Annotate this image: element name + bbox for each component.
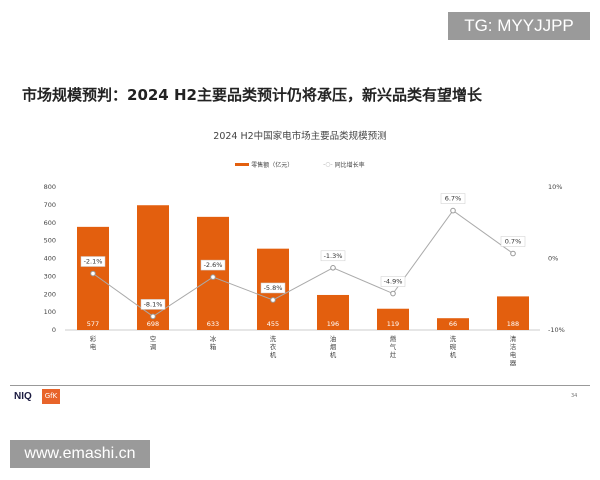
x-tick-label: 洁 (510, 342, 517, 351)
x-tick-label: 电 (510, 350, 517, 359)
x-tick-label: 气 (390, 342, 397, 351)
bar (497, 296, 529, 330)
watermark-top: TG: MYYJJPP (448, 12, 590, 40)
bar (77, 226, 109, 330)
growth-label: -2.6% (204, 261, 223, 269)
niq-logo: NIQ (14, 391, 32, 402)
y2-tick-label: 0% (548, 255, 558, 263)
growth-label-box (320, 250, 346, 262)
slide-title: 市场规模预判：2024 H2主要品类预计仍将承压，新兴品类有望增长 (22, 86, 482, 104)
x-tick-label: 空 (150, 334, 157, 343)
bar-value-label: 577 (87, 320, 99, 328)
x-tick-label: 箱 (210, 342, 217, 351)
growth-label: -8.1% (144, 300, 163, 308)
legend-line-label: 同比增长率 (334, 162, 365, 169)
x-tick-label: 洗 (450, 334, 457, 343)
bar (317, 294, 349, 330)
bar-value-label: 66 (449, 320, 457, 328)
growth-label-box (260, 282, 286, 294)
legend-bar-swatch (235, 163, 250, 166)
y-tick-label: 0 (52, 326, 56, 334)
y-tick-label: 800 (44, 183, 56, 191)
x-tick-label: 冰 (210, 334, 217, 343)
growth-point (90, 270, 96, 277)
bar (377, 308, 409, 330)
growth-label-box (200, 259, 226, 271)
growth-point (210, 274, 216, 280)
growth-label: -4.9% (384, 278, 403, 286)
growth-label-box (500, 236, 526, 247)
bar (197, 216, 229, 330)
growth-line (92, 209, 514, 318)
y-tick-label: 100 (44, 308, 56, 316)
growth-label-box (440, 193, 466, 204)
watermark-bottom: www.emashi.cn (10, 440, 150, 468)
legend-bar-label: 零售额（亿元） (251, 162, 294, 169)
x-tick-label: 烟 (330, 342, 337, 351)
bar-value-label: 698 (147, 320, 159, 328)
x-tick-label: 清 (510, 334, 517, 343)
growth-point (150, 313, 156, 320)
y-tick-label: 400 (44, 255, 56, 263)
chart-title: 2024 H2中国家电市场主要品类规模预测 (213, 131, 387, 142)
bar-value-label: 633 (207, 320, 219, 328)
bar-value-label: 455 (267, 320, 279, 328)
growth-label-box (80, 256, 106, 267)
growth-label: -1.3% (324, 252, 343, 260)
growth-label: 0.7% (505, 237, 522, 245)
y-tick-label: 500 (44, 237, 56, 245)
y2-tick-label: 10% (548, 183, 562, 191)
x-tick-label: 彩 (90, 334, 97, 343)
x-tick-label: 机 (450, 350, 457, 359)
growth-point (270, 297, 276, 303)
x-tick-label: 调 (150, 342, 157, 351)
bar (137, 205, 169, 330)
footer-divider (10, 385, 590, 386)
legend-line-swatch: -○- (323, 161, 333, 168)
growth-label-box (380, 276, 406, 287)
y-tick-label: 700 (44, 201, 56, 209)
y-tick-label: 600 (44, 219, 56, 227)
growth-label: 6.7% (445, 195, 462, 203)
x-tick-label: 油 (330, 334, 337, 343)
growth-point (330, 264, 336, 271)
growth-point (450, 207, 456, 214)
page-number: 34 (571, 393, 578, 399)
x-tick-label: 洗 (270, 334, 277, 343)
x-tick-label: 机 (270, 350, 277, 359)
x-tick-label: 灶 (390, 350, 397, 359)
legend: 零售额（亿元） -○- 同比增长率 (0, 160, 600, 169)
x-tick-label: 电 (90, 342, 97, 351)
y-tick-label: 300 (44, 272, 56, 280)
growth-label-box (140, 299, 166, 310)
bar-value-label: 196 (327, 320, 339, 328)
x-tick-label: 燃 (390, 334, 397, 343)
growth-point (390, 290, 396, 297)
y-tick-label: 200 (44, 290, 56, 298)
gfk-logo: GfK (42, 389, 60, 404)
bar-value-label: 188 (507, 320, 519, 328)
x-tick-label: 衣 (270, 342, 277, 351)
bar-value-label: 119 (387, 320, 399, 328)
x-tick-label: 碗 (450, 342, 457, 351)
bar (437, 318, 469, 330)
growth-point (510, 250, 516, 257)
growth-label: -2.1% (84, 258, 103, 266)
y2-tick-label: -10% (548, 326, 565, 334)
growth-label: -5.8% (264, 284, 283, 292)
x-tick-label: 器 (510, 359, 517, 367)
x-tick-label: 机 (330, 350, 337, 359)
